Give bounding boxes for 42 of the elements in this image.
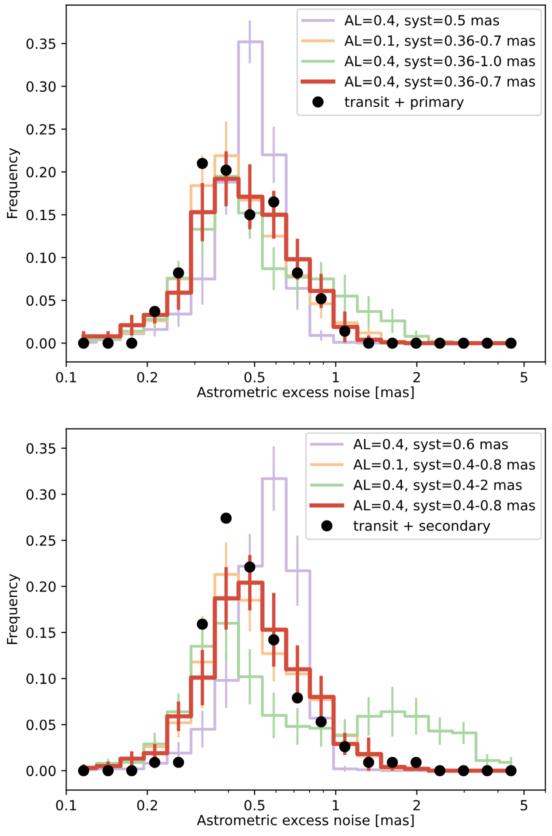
- y-tick-label: 0.10: [26, 674, 56, 684]
- y-tick-label: 0.15: [26, 627, 56, 638]
- x-axis-title: Astrometric excess noise [mas]: [196, 386, 414, 399]
- x-tick-label: 0.5: [244, 800, 264, 810]
- y-axis-title: Frequency: [7, 148, 20, 218]
- y-tick-label: 0.20: [26, 166, 56, 178]
- x-tick-label: 2: [413, 800, 420, 810]
- y-tick-label: 0.20: [26, 581, 56, 592]
- y-tick-label: 0.35: [26, 38, 56, 50]
- y-tick-label: 0.00: [26, 338, 56, 349]
- legend-label: transit + secondary: [354, 520, 490, 534]
- legend-label: AL=0.1, syst=0.4-0.8 mas: [353, 459, 535, 472]
- legend-label: AL=0.4, syst=0.36-1.0 mas: [344, 56, 535, 69]
- x-tick-label: 1: [332, 372, 339, 382]
- x-tick-label: 0.5: [244, 372, 264, 382]
- y-tick-label: 0.25: [26, 535, 56, 546]
- x-axis-title: Astrometric excess noise [mas]: [196, 814, 414, 827]
- y-tick-label: 0.35: [26, 443, 56, 454]
- legend-label: transit + primary: [344, 96, 464, 110]
- y-tick-label: 0.00: [26, 766, 56, 776]
- x-tick-label: 0.1: [56, 800, 76, 810]
- legend-label: AL=0.4, syst=0.4-2 mas: [353, 480, 522, 493]
- y-tick-label: 0.15: [26, 210, 56, 220]
- x-tick-label: 0.2: [137, 800, 158, 810]
- x-tick-label: 5: [520, 800, 528, 810]
- x-tick-label: 2: [413, 372, 420, 382]
- legend-label: AL=0.4, syst=0.5 mas: [344, 14, 500, 28]
- legend-label: AL=0.1, syst=0.36-0.7 mas: [344, 35, 535, 49]
- legend-label: AL=0.4, syst=0.36-0.7 mas: [344, 76, 535, 90]
- x-tick-label: 0.1: [56, 372, 76, 382]
- y-tick-label: 0.10: [26, 252, 56, 264]
- x-tick-label: 1: [332, 800, 339, 810]
- y-axis-title: Frequency: [7, 574, 20, 644]
- y-tick-label: 0.05: [26, 720, 56, 730]
- y-tick-label: 0.30: [26, 489, 56, 500]
- y-tick-label: 0.05: [26, 295, 56, 306]
- legend-label: AL=0.4, syst=0.4-0.8 mas: [353, 500, 535, 514]
- x-tick-label: 5: [520, 372, 528, 382]
- legend-label: AL=0.4, syst=0.6 mas: [353, 438, 508, 452]
- y-tick-label: 0.25: [26, 124, 56, 135]
- y-tick-label: 0.30: [26, 81, 56, 92]
- x-tick-label: 0.2: [137, 372, 158, 382]
